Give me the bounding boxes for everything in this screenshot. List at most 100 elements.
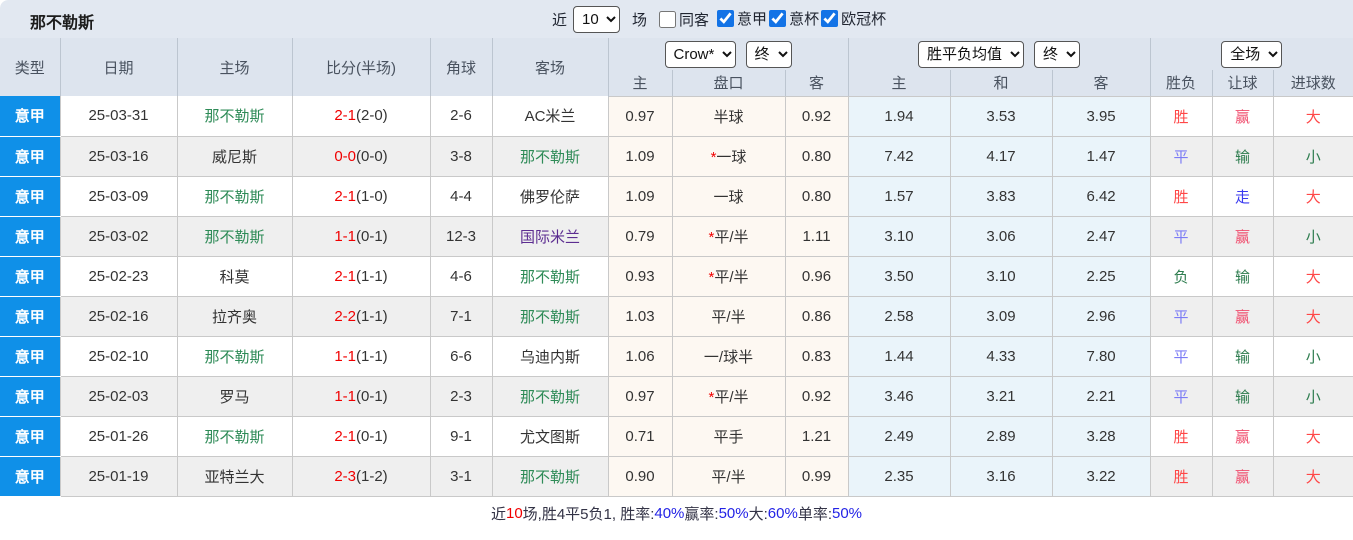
summary-text-plain: 单率: [797, 506, 832, 523]
avg-home-cell: 1.44 [848, 336, 951, 377]
home-team-cell: 那不勒斯 [177, 336, 293, 377]
table-row: 意甲 25-01-19 亚特兰大 2-3(1-2) 3-1 那不勒斯 0.90 平/半 0.99… [0, 456, 1353, 497]
avg-home-cell: 2.49 [848, 416, 951, 457]
avg-state-select[interactable]: 终 [1034, 40, 1081, 68]
half-score: (0-1) [356, 427, 388, 445]
matches-table: 类型 日期 主场 比分(半场) 角球 客场 Crow* 终 [0, 38, 1353, 497]
near-label: 近 [552, 11, 568, 29]
handicap-cell: 半球 [672, 96, 786, 137]
same-venue-text: 同客 [679, 11, 710, 29]
same-venue-checkbox-label[interactable]: 同客 [659, 9, 709, 30]
avg-home-cell: 1.57 [848, 176, 951, 217]
corner-cell: 12-3 [430, 216, 493, 257]
avg-type-select[interactable]: 胜平负均值 [918, 40, 1025, 68]
col-score: 比分(半场) [292, 38, 431, 96]
filter-controls: 近 10 场 同客 意甲 意杯 欧冠杯 [552, 4, 886, 34]
same-venue-checkbox[interactable] [659, 10, 677, 28]
result-cell: 胜 [1150, 96, 1213, 137]
avg-away-cell: 2.96 [1052, 296, 1151, 337]
handicap-cell: *平/半 [672, 376, 786, 417]
league-filter-意杯[interactable]: 意杯 [769, 8, 819, 29]
goals-result-cell: 大 [1273, 296, 1353, 337]
header-control-row: 类型 日期 主场 比分(半场) 角球 客场 Crow* 终 [0, 38, 1353, 96]
league-filter-checkbox[interactable] [717, 9, 735, 27]
matches-label: 场 [632, 11, 648, 29]
league-filter-欧冠杯[interactable]: 欧冠杯 [821, 8, 886, 29]
away-team-cell: 那不勒斯 [492, 456, 609, 497]
match-count-select[interactable]: 10 [573, 5, 621, 33]
result-scope-select[interactable]: 全场 [1221, 40, 1283, 68]
subcol-avg-home: 主 [848, 70, 951, 97]
handicap-result-cell: 赢 [1212, 216, 1274, 257]
half-score: (1-0) [356, 187, 388, 205]
corner-cell: 4-6 [430, 256, 493, 297]
league-type-cell: 意甲 [0, 216, 61, 257]
table-row: 意甲 25-03-02 那不勒斯 1-1(0-1) 12-3 国际米兰 0.79 *平/半 1.… [0, 216, 1353, 257]
odds-away-cell: 0.92 [785, 96, 849, 137]
handicap-cell: *平/半 [672, 216, 786, 257]
odds-home-cell: 1.03 [608, 296, 673, 337]
away-team-cell: 国际米兰 [492, 216, 609, 257]
avg-home-cell: 3.46 [848, 376, 951, 417]
summary-text-red: 10 [505, 505, 523, 522]
score-cell: 2-1(1-0) [292, 176, 431, 217]
summary-text-blue: 50% [718, 505, 749, 522]
date-cell: 25-01-26 [60, 416, 178, 457]
avg-away-cell: 3.95 [1052, 96, 1151, 137]
league-type-cell: 意甲 [0, 336, 61, 377]
table-row: 意甲 25-02-10 那不勒斯 1-1(1-1) 6-6 乌迪内斯 1.06 一/球半 0.8… [0, 336, 1353, 377]
odds-home-cell: 1.09 [608, 176, 673, 217]
avg-home-cell: 3.50 [848, 256, 951, 297]
table-row: 意甲 25-01-26 那不勒斯 2-1(0-1) 9-1 尤文图斯 0.71 平手 1.21 2… [0, 416, 1353, 457]
handicap-result-cell: 输 [1212, 336, 1274, 377]
league-type-cell: 意甲 [0, 136, 61, 177]
summary-text-plain: 场,胜4平5负1, 胜率: [522, 506, 655, 523]
handicap-result-cell: 输 [1212, 376, 1274, 417]
handicap-result-cell: 走 [1212, 176, 1274, 217]
home-team-cell: 那不勒斯 [177, 416, 293, 457]
summary-text-blue: 40% [654, 505, 685, 522]
avg-draw-cell: 3.53 [950, 96, 1053, 137]
home-team-cell: 威尼斯 [177, 136, 293, 177]
league-filter-意甲[interactable]: 意甲 [717, 8, 767, 29]
handicap-star: * [708, 228, 715, 246]
avg-draw-cell: 3.10 [950, 256, 1053, 297]
corner-cell: 3-1 [430, 456, 493, 497]
league-filter-checkbox[interactable] [769, 9, 787, 27]
half-score: (0-0) [356, 147, 388, 165]
odds-company-select[interactable]: Crow* [664, 40, 736, 68]
score-cell: 2-1(0-1) [292, 416, 431, 457]
handicap-result-cell: 赢 [1212, 96, 1274, 137]
corner-cell: 7-1 [430, 296, 493, 337]
away-team-cell: 那不勒斯 [492, 376, 609, 417]
odds-state-select[interactable]: 终 [745, 40, 792, 68]
goals-result-cell: 大 [1273, 256, 1353, 297]
result-cell: 负 [1150, 256, 1213, 297]
avg-away-cell: 2.25 [1052, 256, 1151, 297]
odds-away-cell: 0.80 [785, 136, 849, 177]
avg-away-cell: 7.80 [1052, 336, 1151, 377]
half-score: (0-1) [356, 387, 388, 405]
goals-result-cell: 大 [1273, 456, 1353, 497]
table-row: 意甲 25-03-09 那不勒斯 2-1(1-0) 4-4 佛罗伦萨 1.09 一球 0.80 1… [0, 176, 1353, 217]
odds-away-cell: 0.96 [785, 256, 849, 297]
avg-home-cell: 3.10 [848, 216, 951, 257]
full-score: 2-3 [334, 467, 356, 485]
score-cell: 1-1(0-1) [292, 216, 431, 257]
subcol-handicap-result: 让球 [1212, 70, 1274, 97]
result-cell: 平 [1150, 296, 1213, 337]
subcol-avg-draw: 和 [950, 70, 1053, 97]
goals-result-cell: 小 [1273, 136, 1353, 177]
goals-result-cell: 小 [1273, 216, 1353, 257]
league-filter-text: 欧冠杯 [841, 10, 887, 28]
avg-home-cell: 2.58 [848, 296, 951, 337]
handicap-result-cell: 赢 [1212, 416, 1274, 457]
corner-cell: 6-6 [430, 336, 493, 377]
summary-text-blue: 60% [767, 505, 798, 522]
avg-away-cell: 3.22 [1052, 456, 1151, 497]
league-filter-checkbox[interactable] [821, 9, 839, 27]
full-score: 2-1 [334, 267, 356, 285]
handicap-result-cell: 赢 [1212, 456, 1274, 497]
avg-draw-cell: 4.17 [950, 136, 1053, 177]
home-team-cell: 那不勒斯 [177, 96, 293, 137]
